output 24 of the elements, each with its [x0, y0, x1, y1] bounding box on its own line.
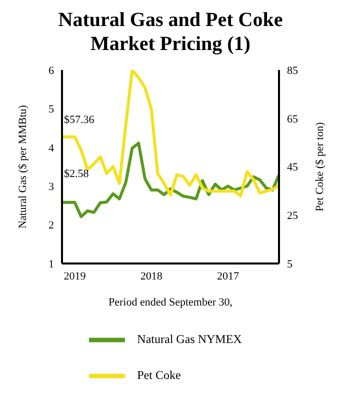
legend-label: Pet Coke [137, 368, 181, 382]
y-tick-label: 1 [48, 258, 54, 270]
x-tick-label: 2018 [140, 270, 163, 282]
y-axis-title: Natural Gas ($ per MMBtu) [16, 104, 29, 228]
y-tick-label: 4 [48, 142, 54, 154]
y2-tick-label: 85 [287, 64, 298, 77]
y2-tick-label: 25 [287, 210, 298, 222]
annotation: $2.58 [64, 168, 89, 180]
x-tick-label: 2017 [216, 270, 240, 282]
x-tick-label: 2019 [64, 270, 86, 282]
y-tick-label: 2 [48, 220, 54, 232]
y-tick-label: 6 [48, 64, 54, 77]
y2-tick-label: 65 [287, 113, 298, 126]
y2-tick-label: 45 [287, 162, 298, 174]
annotation: $57.36 [64, 114, 94, 126]
chart-title: Natural Gas and Pet Coke Market Pricing (1) [57, 8, 284, 56]
y2-axis-title: Pet Coke ($ per ton) [314, 122, 326, 212]
legend-label: Natural Gas NYMEX [137, 332, 242, 346]
y-tick-label: 5 [48, 104, 54, 116]
line-series [60, 142, 280, 218]
y2-tick-label: 5 [287, 258, 293, 270]
y-tick-label: 3 [48, 181, 54, 194]
line-series [60, 70, 280, 198]
x-axis-title: Period ended September 30, [108, 296, 233, 308]
